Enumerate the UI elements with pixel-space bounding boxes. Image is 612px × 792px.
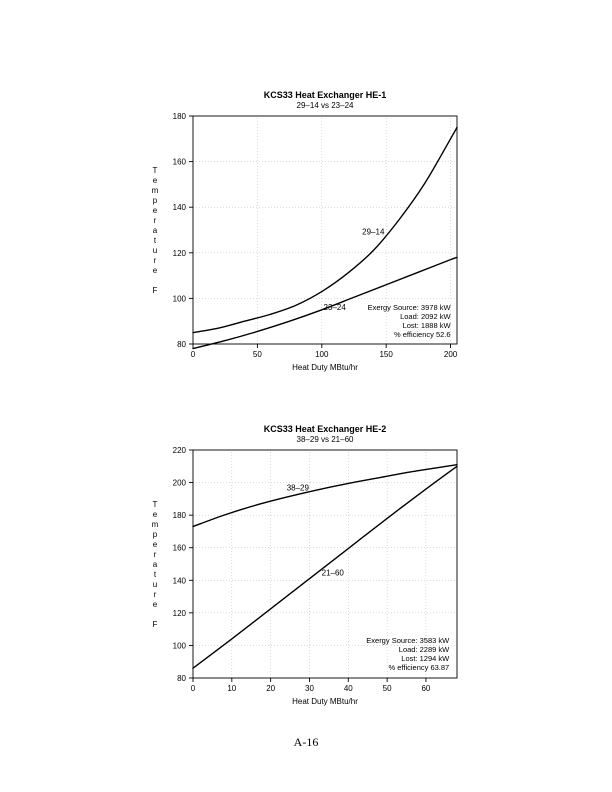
- y-axis-label-letter: e: [153, 540, 158, 549]
- y-tick-label: 120: [173, 609, 187, 618]
- chart-note: % efficiency 52.6: [394, 330, 451, 339]
- series-label-21-60: 21–60: [322, 568, 345, 577]
- chart-note: Exergy Source: 3583 kW: [366, 636, 450, 645]
- y-axis-label-letter: t: [154, 236, 157, 245]
- y-axis-label-letter: e: [153, 600, 158, 609]
- x-tick-label: 50: [253, 350, 262, 359]
- x-axis-label: Heat Duty MBtu/hr: [292, 363, 358, 372]
- y-axis-label-letter: a: [153, 560, 158, 569]
- y-axis-label-letter: m: [152, 520, 159, 529]
- series-label-29-14: 29–14: [362, 228, 385, 237]
- y-axis-label-letter: e: [153, 510, 158, 519]
- chart-title: KCS33 Heat Exchanger HE-1: [264, 90, 387, 100]
- series-label-38-29: 38–29: [287, 484, 310, 493]
- chart-note: Exergy Source: 3978 kW: [368, 303, 452, 312]
- y-tick-label: 140: [173, 203, 187, 212]
- chart-note: Load: 2092 kW: [400, 312, 451, 321]
- chart-he2-container: KCS33 Heat Exchanger HE-238–29 vs 21–60 0…: [145, 420, 465, 710]
- y-axis-label-letter: r: [154, 256, 157, 265]
- chart-note: Load: 2289 kW: [399, 645, 450, 654]
- chart-title: KCS33 Heat Exchanger HE-2: [264, 424, 387, 434]
- y-axis-label-letter: r: [154, 550, 157, 559]
- x-tick-label: 0: [191, 350, 196, 359]
- y-axis-label-letter: T: [153, 166, 158, 175]
- y-axis-label-letter: F: [153, 620, 158, 629]
- y-axis-label-letter: u: [153, 246, 157, 255]
- y-axis-label-letter: p: [153, 530, 158, 539]
- x-tick-label: 100: [315, 350, 329, 359]
- page: KCS33 Heat Exchanger HE-129–14 vs 23–24 0…: [0, 0, 612, 792]
- chart-note: Lost: 1888 kW: [403, 321, 452, 330]
- y-tick-label: 180: [173, 511, 187, 520]
- y-tick-label: 220: [173, 446, 187, 455]
- y-tick-label: 140: [173, 576, 187, 585]
- y-tick-label: 160: [173, 544, 187, 553]
- y-tick-label: 100: [173, 294, 187, 303]
- chart-subtitle: 29–14 vs 23–24: [297, 101, 354, 110]
- series-label-23-24: 23–24: [324, 303, 347, 312]
- x-tick-label: 50: [383, 684, 392, 693]
- x-tick-label: 40: [344, 684, 353, 693]
- y-tick-label: 100: [173, 641, 187, 650]
- x-axis-label: Heat Duty MBtu/hr: [292, 697, 358, 706]
- x-tick-label: 10: [227, 684, 236, 693]
- y-axis-label-letter: e: [153, 176, 158, 185]
- y-tick-label: 160: [173, 158, 187, 167]
- chart-he2: KCS33 Heat Exchanger HE-238–29 vs 21–60 0…: [145, 420, 465, 710]
- y-axis-label-letter: u: [153, 580, 157, 589]
- y-tick-label: 120: [173, 249, 187, 258]
- y-tick-label: 80: [177, 674, 186, 683]
- y-axis-label-letter: F: [153, 286, 158, 295]
- y-axis-label-letter: m: [152, 186, 159, 195]
- y-axis-label-letter: r: [154, 216, 157, 225]
- x-tick-label: 30: [305, 684, 314, 693]
- x-tick-label: 0: [191, 684, 196, 693]
- y-axis-label-letter: a: [153, 226, 158, 235]
- x-tick-label: 60: [421, 684, 430, 693]
- y-axis-label-letter: T: [153, 500, 158, 509]
- y-axis-label-letter: p: [153, 196, 158, 205]
- x-tick-label: 200: [444, 350, 458, 359]
- y-tick-label: 80: [177, 340, 186, 349]
- y-axis-label-letter: t: [154, 570, 157, 579]
- chart-subtitle: 38–29 vs 21–60: [297, 435, 354, 444]
- y-axis-label-letter: e: [153, 206, 158, 215]
- page-footer: A-16: [0, 735, 612, 750]
- x-tick-label: 150: [379, 350, 393, 359]
- chart-note: Lost: 1294 kW: [401, 654, 450, 663]
- y-tick-label: 200: [173, 479, 187, 488]
- y-axis-label-letter: r: [154, 590, 157, 599]
- chart-note: % efficiency 63.87: [389, 663, 450, 672]
- y-axis-label-letter: e: [153, 266, 158, 275]
- y-tick-label: 180: [173, 112, 187, 121]
- chart-he1: KCS33 Heat Exchanger HE-129–14 vs 23–24 0…: [145, 86, 465, 376]
- chart-he1-container: KCS33 Heat Exchanger HE-129–14 vs 23–24 0…: [145, 86, 465, 376]
- x-tick-label: 20: [266, 684, 275, 693]
